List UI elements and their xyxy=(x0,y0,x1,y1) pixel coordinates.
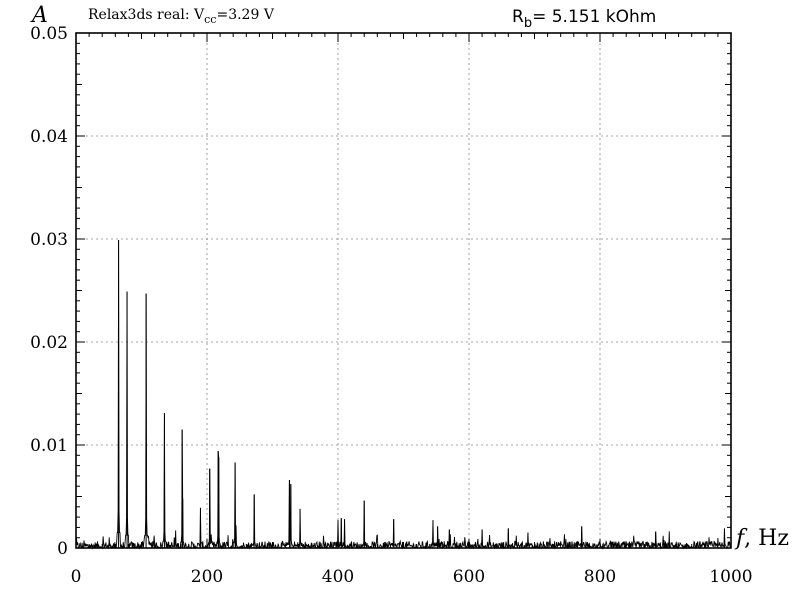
y-axis-label: A xyxy=(30,3,48,28)
header-left-title: Relax3ds real: Vcc=3.29 V xyxy=(88,7,275,26)
x-tick-label: 400 xyxy=(322,567,354,587)
tick-marks xyxy=(75,32,732,549)
spectrum-series xyxy=(75,240,732,550)
x-tick-label: 600 xyxy=(453,567,485,587)
y-tick-label: 0.02 xyxy=(30,333,68,353)
x-axis-label-rest: , Hz xyxy=(744,526,789,551)
x-tick-label: 200 xyxy=(191,567,223,587)
header-left-sub: cc xyxy=(204,13,216,26)
y-tick-labels: 0 0.01 0.02 0.03 0.04 0.05 xyxy=(30,24,68,559)
y-tick-label: 0.05 xyxy=(30,24,68,44)
y-tick-label: 0.03 xyxy=(30,230,68,250)
x-tick-label: 1000 xyxy=(709,567,752,587)
header-right-sub: b xyxy=(524,16,532,31)
x-tick-label: 0 xyxy=(71,567,82,587)
header-right-prefix: R xyxy=(512,7,524,27)
header-left-prefix: Relax3ds real: V xyxy=(88,7,205,23)
x-tick-labels: 0 200 400 600 800 1000 xyxy=(71,567,753,587)
x-tick-label: 800 xyxy=(584,567,616,587)
plot-border xyxy=(75,32,732,549)
header-right-suffix: = 5.151 kOhm xyxy=(532,7,656,27)
spectrum-line xyxy=(75,240,732,550)
y-tick-label: 0.01 xyxy=(30,436,68,456)
y-tick-label: 0.04 xyxy=(30,127,68,147)
header-left-suffix: =3.29 V xyxy=(216,7,274,23)
x-axis-label: f, Hz xyxy=(734,526,789,551)
y-tick-label: 0 xyxy=(57,539,68,559)
plot-frame xyxy=(75,32,732,549)
grid-lines xyxy=(76,33,731,548)
header-right-title: Rb= 5.151 kOhm xyxy=(512,7,656,31)
